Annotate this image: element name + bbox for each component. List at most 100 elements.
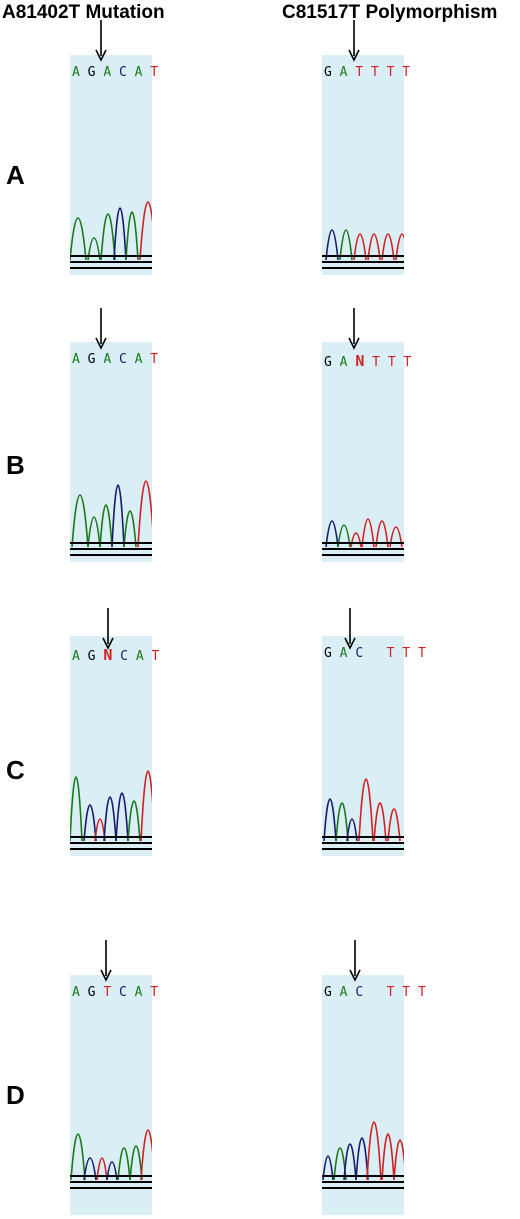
base-letter: A [134, 65, 143, 80]
base-letter: T [403, 355, 412, 370]
trace-peak [381, 233, 395, 261]
base-letter: T [150, 352, 159, 367]
base-letter: A [103, 352, 112, 367]
base-letter: G [324, 646, 332, 661]
trace-peak [355, 1137, 369, 1181]
column-title-mutation: A81402T Mutation [2, 2, 165, 23]
trace-peak [70, 217, 87, 261]
trace-peak [87, 516, 101, 548]
base-letter: T [417, 985, 426, 1000]
row-label-d: D [6, 1080, 25, 1110]
down-arrow-icon [95, 20, 107, 62]
base-letter: G [87, 985, 96, 1000]
trace-peak [117, 1147, 131, 1181]
down-arrow-icon [349, 940, 361, 982]
base-sequence: A G T C A T [72, 985, 158, 1000]
trace-peak [389, 526, 403, 548]
base-letter: C [118, 65, 127, 80]
base-sequence: G A N T T T [324, 352, 411, 370]
row-label-c: C [6, 755, 25, 785]
trace-peak [140, 1129, 152, 1181]
trace-peak [100, 213, 116, 261]
trace-peak [125, 211, 139, 261]
trace-peak [395, 233, 404, 261]
base-sequence: A G A C A T [72, 65, 158, 80]
base-letter: C [120, 649, 128, 664]
trace-peak [387, 808, 401, 842]
trace-peak [322, 1155, 334, 1181]
trace-peak [129, 1145, 143, 1181]
base-letter: C [118, 985, 127, 1000]
base-letter: A [72, 352, 80, 367]
base-letter: T [151, 649, 160, 664]
base-sequence: A G A C A T [72, 352, 158, 367]
trace-peak [106, 1161, 118, 1181]
trace-peak [325, 520, 339, 548]
trace-peak [137, 480, 152, 548]
base-letter: G [87, 352, 96, 367]
trace-peak [323, 798, 337, 842]
base-letter [371, 646, 379, 661]
base-letter: T [386, 646, 395, 661]
trace-peak [123, 510, 137, 548]
base-letter: T [150, 65, 159, 80]
trace-peak [113, 207, 127, 261]
base-letter: T [402, 646, 411, 661]
base-letter: G [324, 355, 332, 370]
trace-peak [70, 1133, 86, 1181]
trace-peak [367, 233, 381, 261]
chromatogram-panel-b-right [322, 342, 404, 562]
trace-peak [71, 494, 89, 548]
trace-peak [127, 800, 141, 842]
chromatogram-trace [322, 778, 404, 850]
base-letter: G [324, 65, 332, 80]
down-arrow-icon [95, 308, 107, 350]
base-sequence: G A C T T T [324, 985, 426, 1000]
down-arrow-icon [100, 940, 112, 982]
row-label-a: A [6, 160, 25, 190]
base-letter: C [118, 352, 127, 367]
chromatogram-trace [322, 229, 404, 269]
base-letter: A [134, 985, 143, 1000]
base-letter: A [72, 649, 80, 664]
base-letter: A [339, 646, 348, 661]
trace-peak [343, 1143, 357, 1181]
trace-peak [358, 778, 374, 842]
base-letter: T [103, 985, 112, 1000]
base-letter: A [135, 649, 144, 664]
base-letter: T [355, 65, 364, 80]
base-letter: A [339, 65, 348, 80]
trace-peak [366, 1121, 382, 1181]
base-letter: A [339, 985, 348, 1000]
trace-peak [103, 796, 117, 842]
trace-peak [96, 1157, 108, 1181]
down-arrow-icon [348, 308, 360, 350]
trace-peak [350, 532, 362, 548]
column-title-polymorphism: C81517T Polymorphism [282, 2, 498, 23]
chromatogram-trace [70, 770, 152, 850]
base-letter: A [103, 65, 112, 80]
trace-peak [140, 770, 152, 842]
trace-peak [70, 776, 83, 842]
base-letter: C [355, 985, 364, 1000]
trace-peak [337, 524, 351, 548]
trace-peak [325, 229, 339, 261]
trace-peak [83, 1157, 97, 1181]
base-letter: T [386, 985, 395, 1000]
trace-peak [381, 1133, 395, 1181]
base-letter: T [370, 65, 379, 80]
trace-peak [335, 802, 349, 842]
base-letter: G [87, 649, 96, 664]
base-letter: T [372, 355, 380, 370]
base-letter: G [324, 985, 332, 1000]
base-letter: A [72, 985, 80, 1000]
chromatogram-panel-b-left [70, 342, 152, 562]
down-arrow-icon [102, 608, 114, 650]
base-letter: G [87, 65, 96, 80]
chromatogram-trace [70, 201, 152, 269]
base-letter: T [402, 65, 411, 80]
trace-peak [139, 201, 152, 261]
base-letter: T [150, 985, 159, 1000]
row-label-b: B [6, 450, 25, 480]
trace-peak [373, 802, 387, 842]
